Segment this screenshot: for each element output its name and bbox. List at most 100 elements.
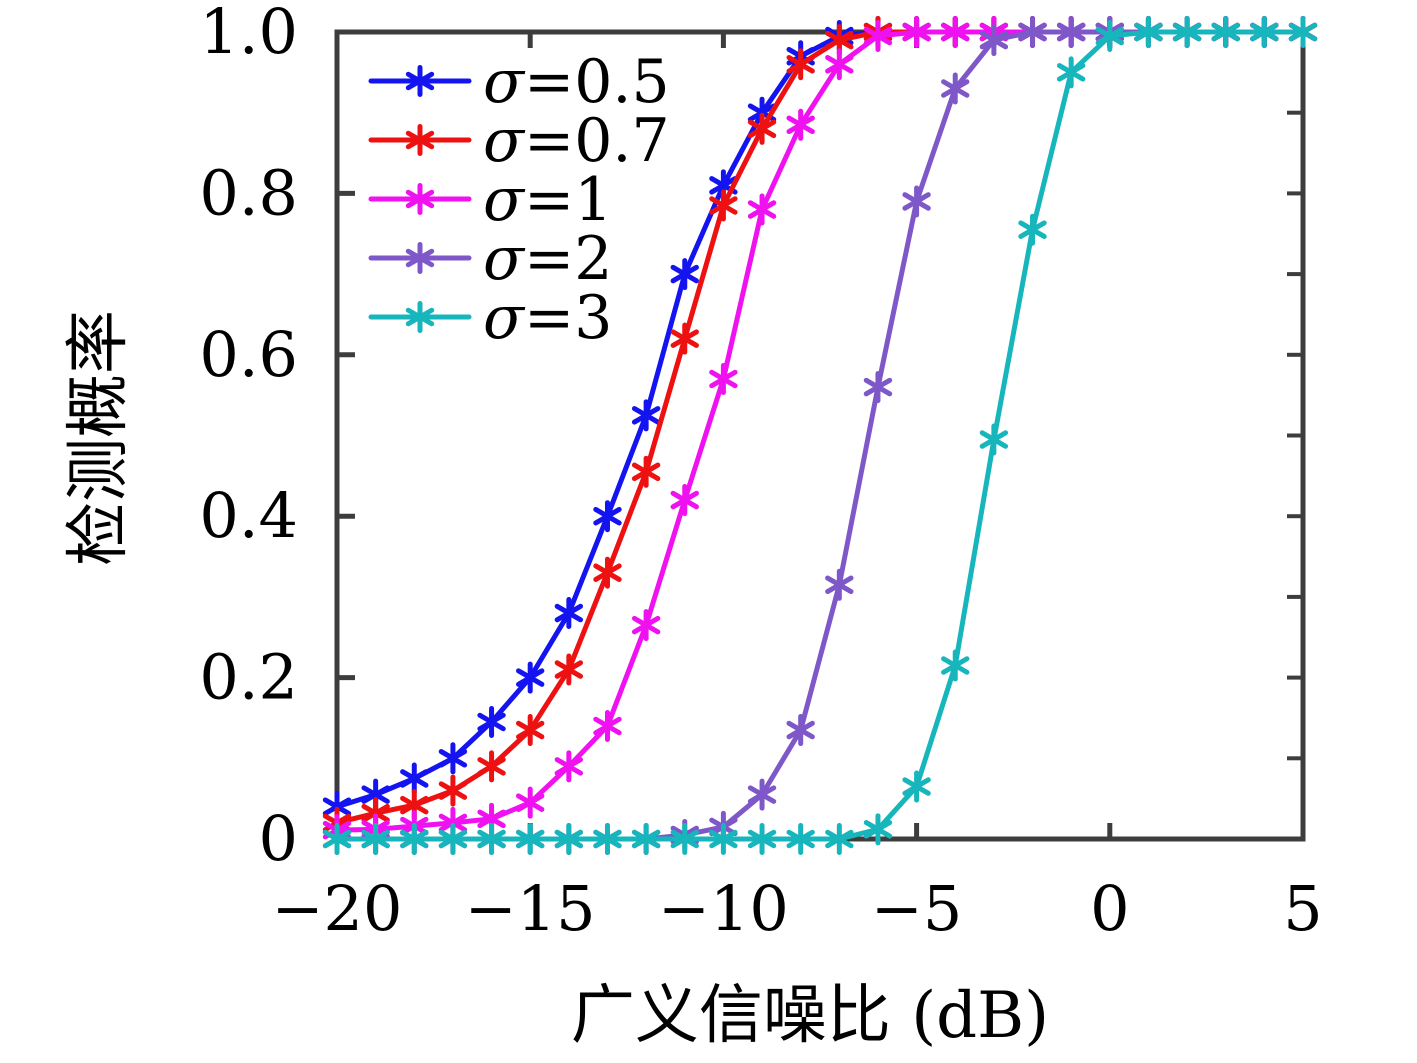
marker-spoke <box>631 829 661 849</box>
data-point-marker <box>670 484 699 517</box>
marker-spoke <box>361 785 390 804</box>
data-point-marker <box>941 16 970 48</box>
data-point-marker <box>593 500 622 533</box>
marker-spoke <box>554 757 584 776</box>
marker-spoke <box>1018 220 1047 239</box>
x-tick-label: −10 <box>658 872 789 945</box>
x-tick-label: −5 <box>871 872 962 945</box>
data-point-marker <box>902 16 931 48</box>
legend-marker <box>405 124 435 156</box>
marker-spoke <box>1056 22 1086 42</box>
marker-spoke <box>400 829 429 849</box>
data-point-marker <box>1018 213 1047 246</box>
marker-spoke <box>322 829 352 849</box>
data-point-marker <box>593 556 622 589</box>
legend-sigma-symbol: σ <box>483 47 526 117</box>
marker-spoke <box>902 192 931 211</box>
marker-spoke <box>405 307 435 327</box>
data-point-marker <box>516 661 545 694</box>
y-tick-label: 0 <box>259 802 298 875</box>
marker-spoke <box>554 660 584 679</box>
data-point-marker <box>941 649 970 682</box>
series-markers-2 <box>322 16 1318 847</box>
data-point-marker <box>670 823 699 855</box>
data-point-marker <box>1056 56 1086 89</box>
data-point-marker <box>825 48 854 81</box>
marker-spoke <box>825 829 854 849</box>
data-point-marker <box>786 108 815 141</box>
marker-spoke <box>593 506 622 526</box>
marker-spoke <box>863 820 893 839</box>
marker-spoke <box>400 795 429 815</box>
legend-label-0: σ=0.5 <box>483 47 670 117</box>
data-point-marker <box>400 823 429 855</box>
marker-spoke <box>786 55 815 74</box>
data-point-marker <box>593 823 622 855</box>
data-point-marker <box>516 786 545 819</box>
data-point-marker <box>747 193 777 226</box>
legend-marker <box>405 242 435 274</box>
marker-spoke <box>593 716 622 736</box>
marker-spoke <box>593 829 622 849</box>
marker-spoke <box>747 785 777 804</box>
x-tick-label: 5 <box>1283 872 1322 945</box>
marker-spoke <box>747 200 777 219</box>
marker-spoke <box>1250 22 1279 42</box>
data-point-marker <box>438 742 468 775</box>
legend-marker <box>405 301 435 333</box>
data-point-marker <box>709 189 738 222</box>
data-point-marker <box>554 597 584 630</box>
marker-spoke <box>477 829 506 849</box>
data-point-marker <box>825 823 854 855</box>
data-point-marker <box>825 568 854 601</box>
marker-spoke <box>786 829 815 849</box>
data-point-marker <box>477 750 506 783</box>
x-axis-title: 广义信噪比 (dB) <box>571 979 1049 1053</box>
legend-label-2: σ=1 <box>483 165 612 235</box>
data-point-marker <box>477 705 506 738</box>
y-tick-label: 0.4 <box>199 479 298 552</box>
series-markers-1 <box>322 16 1318 839</box>
data-point-marker <box>516 714 545 747</box>
data-point-marker <box>979 24 1009 57</box>
marker-spoke <box>902 22 931 42</box>
marker-spoke <box>438 829 468 849</box>
x-tick-label: 0 <box>1090 872 1129 945</box>
data-point-marker <box>747 112 777 145</box>
legend-item-3: σ=2 <box>368 224 612 294</box>
data-point-marker <box>786 823 815 855</box>
marker-spoke <box>322 797 352 816</box>
marker-spoke <box>438 813 468 833</box>
data-point-marker <box>670 322 699 355</box>
data-point-marker <box>361 823 390 855</box>
data-point-marker <box>1056 16 1086 48</box>
marker-spoke <box>979 430 1009 449</box>
legend-item-1: σ=0.7 <box>368 106 670 176</box>
data-point-marker <box>902 185 931 218</box>
marker-spoke <box>477 757 506 776</box>
marker-spoke <box>405 189 435 209</box>
marker-spoke <box>361 803 390 823</box>
marker-spoke <box>786 115 815 135</box>
marker-spoke <box>438 749 468 768</box>
marker-spoke <box>1134 22 1163 42</box>
marker-spoke <box>670 329 699 348</box>
marker-spoke <box>670 490 699 510</box>
marker-spoke <box>516 793 545 812</box>
data-point-marker <box>1095 20 1124 53</box>
legend-sigma-symbol: σ <box>483 106 526 176</box>
marker-spoke <box>941 22 970 42</box>
data-point-marker <box>477 823 506 855</box>
legend-label-3: σ=2 <box>483 224 612 294</box>
legend-sigma-value: =1 <box>524 165 612 235</box>
data-point-marker <box>438 823 468 855</box>
data-point-marker <box>400 762 429 795</box>
marker-spoke <box>941 656 970 675</box>
series-markers-3 <box>322 16 1318 855</box>
legend-sigma-symbol: σ <box>483 224 526 294</box>
data-point-marker <box>941 72 970 105</box>
marker-spoke <box>631 462 661 482</box>
series-line-2 <box>334 29 1306 833</box>
